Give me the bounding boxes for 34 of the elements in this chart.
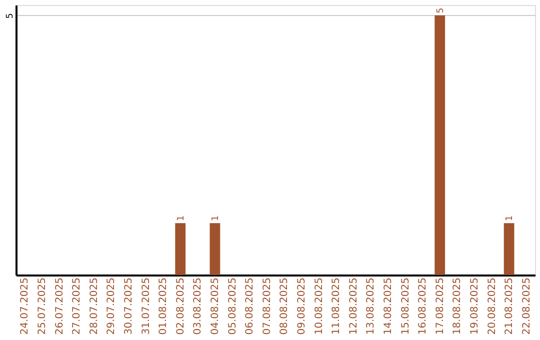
- x-tick-label: 08.08.2025: [279, 278, 290, 335]
- x-tick-label: 16.08.2025: [418, 278, 429, 335]
- x-tick-label: 03.08.2025: [192, 278, 204, 335]
- x-tick-label: 13.08.2025: [366, 278, 377, 335]
- x-tick-label: 01.08.2025: [158, 278, 170, 335]
- x-tick-label: 02.08.2025: [175, 278, 186, 335]
- x-tick-label: 14.08.2025: [382, 278, 394, 335]
- x-tick-label: 05.08.2025: [227, 278, 238, 335]
- x-tick-label: 15.08.2025: [400, 278, 412, 335]
- data-label: 1: [505, 215, 516, 222]
- x-tick-label: 27.07.2025: [72, 278, 83, 335]
- x-tick-label: 24.07.2025: [20, 278, 31, 335]
- x-tick-label: 20.08.2025: [486, 278, 498, 335]
- x-tick-label: 29.07.2025: [106, 278, 118, 335]
- x-tick-label: 25.07.2025: [36, 278, 48, 335]
- data-label: 5: [436, 8, 446, 14]
- x-tick-label: 09.08.2025: [296, 278, 308, 335]
- x-tick-label: 07.08.2025: [262, 278, 273, 335]
- x-tick-label: 26.07.2025: [54, 278, 66, 335]
- x-tick-label: 04.08.2025: [210, 278, 221, 335]
- x-tick-label: 12.08.2025: [348, 278, 360, 335]
- x-tick-label: 22.08.2025: [521, 278, 532, 335]
- x-tick-label: 17.08.2025: [434, 278, 446, 335]
- x-tick-label: 19.08.2025: [469, 278, 480, 335]
- data-label: 1: [176, 215, 186, 222]
- x-tick-label: 28.07.2025: [88, 278, 100, 335]
- x-tick-label: 11.08.2025: [331, 278, 342, 335]
- x-tick-label: 06.08.2025: [244, 278, 256, 335]
- x-tick-label: 21.08.2025: [504, 278, 516, 335]
- x-tick-label: 10.08.2025: [314, 278, 325, 335]
- x-tick-label: 31.07.2025: [140, 278, 152, 335]
- data-label: 1: [210, 215, 221, 222]
- x-tick-label: 30.07.2025: [123, 278, 134, 335]
- x-tick-label: 18.08.2025: [452, 278, 464, 335]
